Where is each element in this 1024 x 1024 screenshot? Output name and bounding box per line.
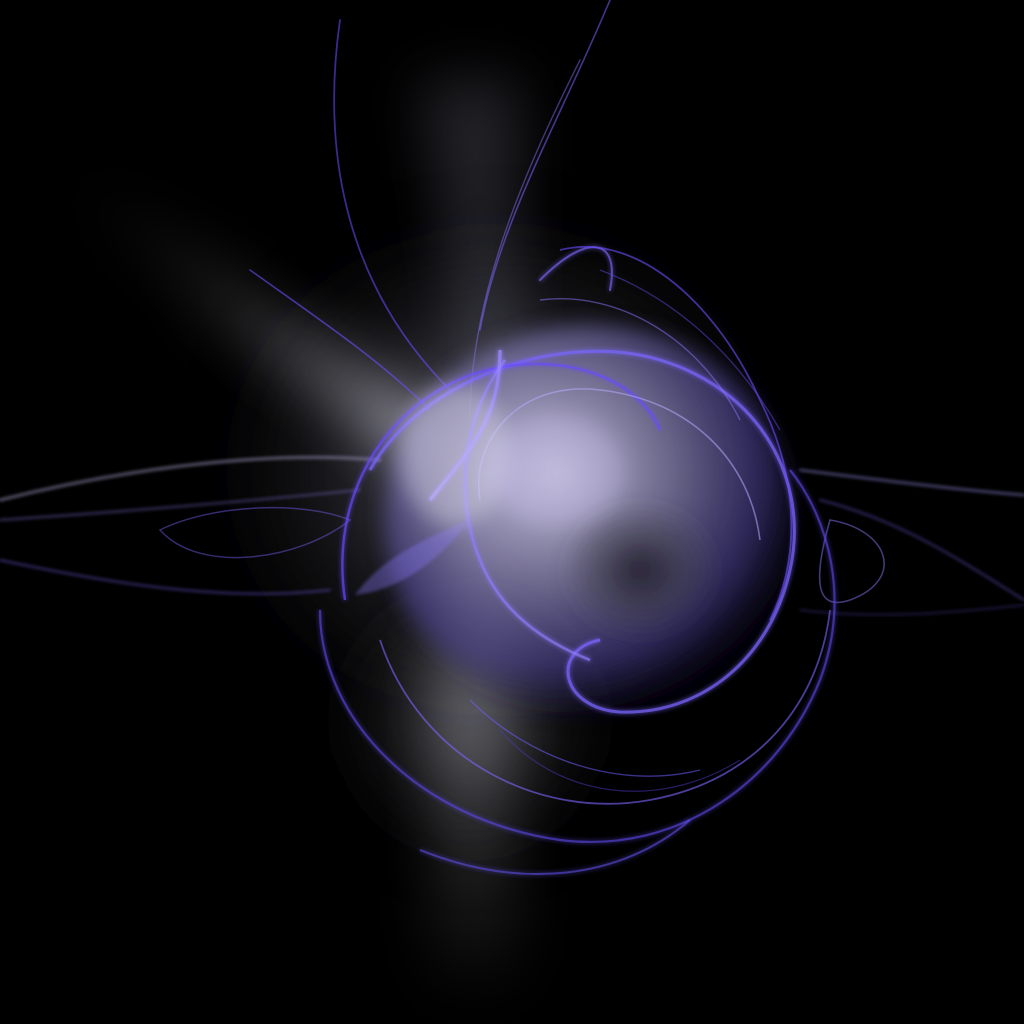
glowing-orb (318, 325, 836, 875)
orbit-rings (469, 246, 793, 792)
horizontal-wisps (0, 455, 1024, 616)
